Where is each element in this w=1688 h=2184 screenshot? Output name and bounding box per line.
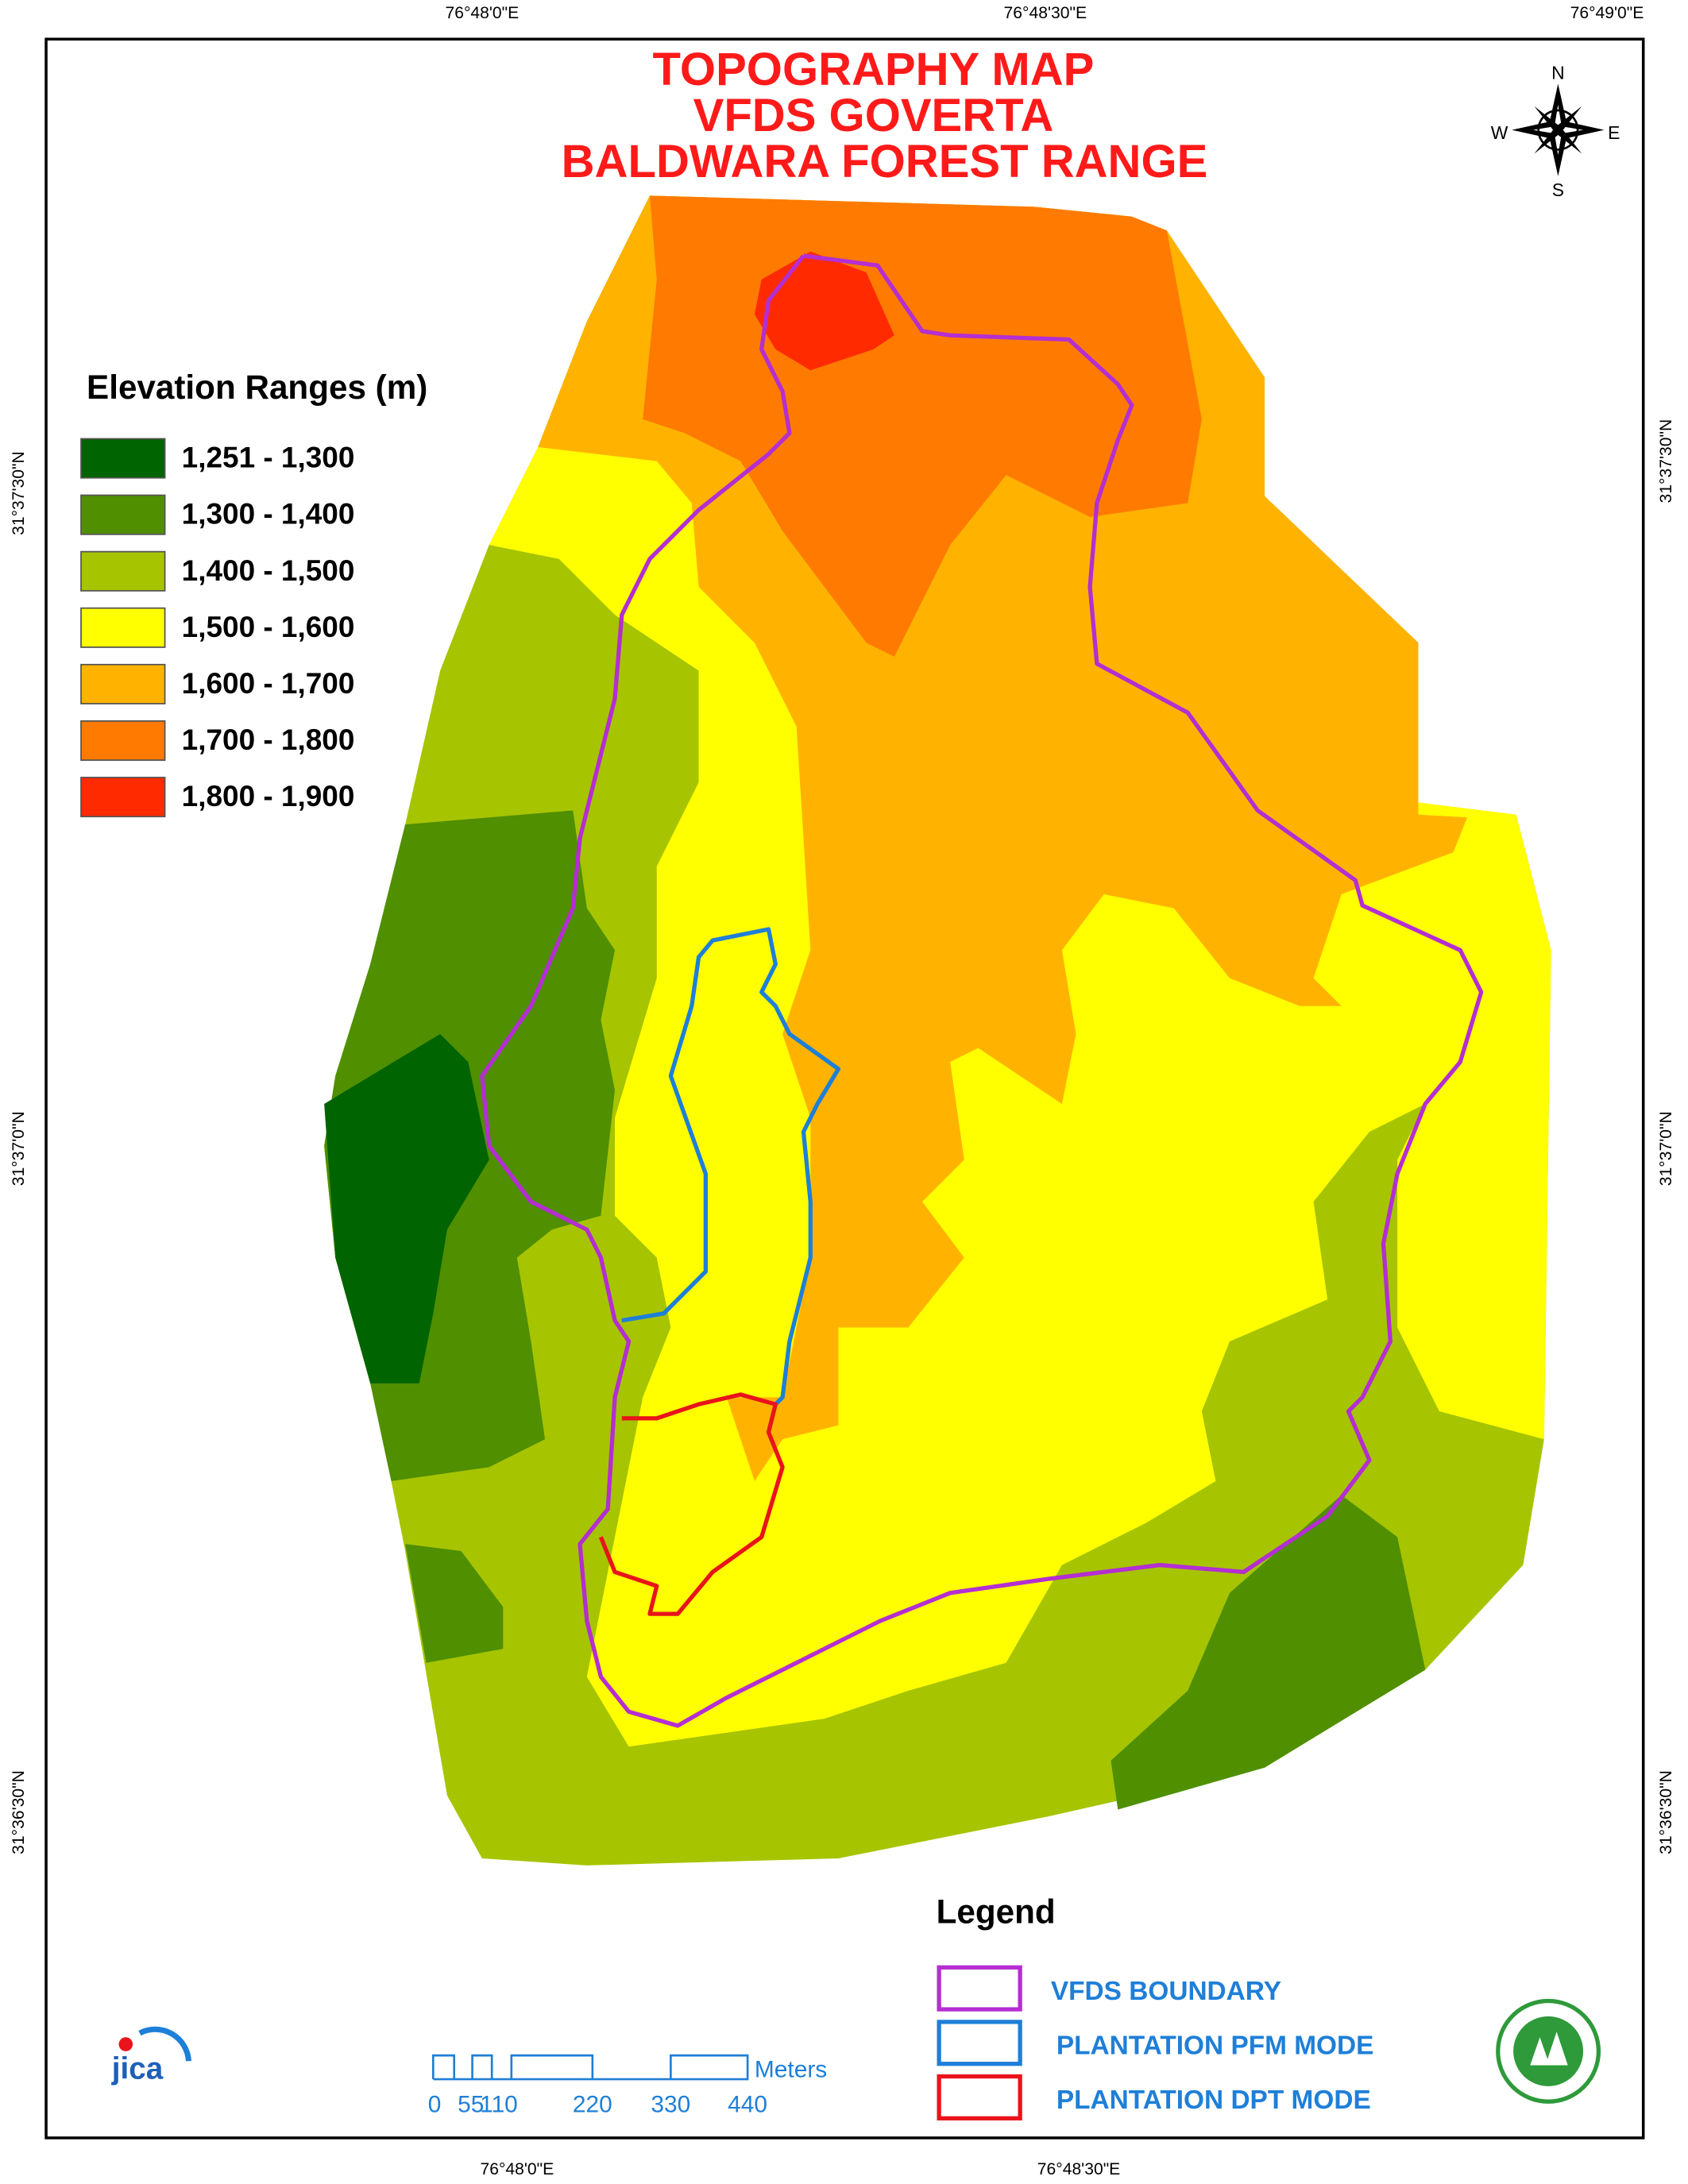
legend-label: 1,600 - 1,700 <box>182 667 355 700</box>
legend-label: 1,500 - 1,600 <box>182 611 355 643</box>
scale-label: 110 <box>480 2091 518 2117</box>
elevation-legend: 1,251 - 1,300 1,300 - 1,400 1,400 - 1,500 1… <box>80 438 355 818</box>
compass-label: W <box>1491 122 1508 143</box>
zone <box>405 1544 504 1663</box>
logo-text: jica <box>111 2052 164 2086</box>
scale-label: 220 <box>573 2091 612 2117</box>
legend-swatch <box>937 2074 1022 2120</box>
coord-label: 76°49'0"E <box>1570 4 1644 22</box>
pfm-boundary <box>621 927 841 1406</box>
coord-label: 76°48'30"E <box>1004 4 1087 22</box>
elevation-zones <box>324 195 1551 1866</box>
scale-label: 440 <box>728 2091 767 2117</box>
legend-swatch <box>937 2020 1022 2066</box>
title-line: BALDWARA FOREST RANGE <box>562 136 1208 187</box>
map-title: TOPOGRAPHY MAP VFDS GOVERTA BALDWARA FOR… <box>562 44 1208 187</box>
coord-label: 76°48'30"E <box>1037 2160 1120 2178</box>
line-legend: VFDS BOUNDARY PLANTATION PFM MODE PLANTATI… <box>937 1965 1374 2120</box>
legend-label: PLANTATION PFM MODE <box>1056 2031 1374 2060</box>
title-line: TOPOGRAPHY MAP <box>653 44 1095 95</box>
legend-swatch <box>937 1965 1022 2012</box>
zone <box>1111 1495 1426 1810</box>
zone <box>754 251 894 371</box>
elevation-legend-title: Elevation Ranges (m) <box>87 369 427 406</box>
legend-label: 1,800 - 1,900 <box>182 780 355 812</box>
dpt-boundary <box>598 1392 785 1616</box>
legend-swatch <box>80 494 166 535</box>
legend-swatch <box>80 607 166 648</box>
coord-label: 31°36'30"N <box>1657 1770 1675 1854</box>
legend-title: Legend <box>937 1893 1056 1931</box>
scale-unit: Meters <box>755 2056 827 2082</box>
legend-label: 1,700 - 1,800 <box>182 723 355 756</box>
title-line: VFDS GOVERTA <box>693 90 1054 141</box>
vfds-boundary <box>480 253 1484 1728</box>
legend-swatch <box>80 777 166 818</box>
compass-label: N <box>1551 62 1565 83</box>
coord-label: 31°37'0"N <box>1657 1111 1675 1186</box>
zone <box>324 1033 489 1383</box>
legend-label: 1,300 - 1,400 <box>182 498 355 531</box>
legend-swatch <box>80 720 166 762</box>
compass: N S E W <box>1491 62 1620 200</box>
legend-swatch <box>80 663 166 704</box>
coord-label: 31°37'30"N <box>1657 419 1675 504</box>
legend-swatch <box>80 438 166 479</box>
jica-logo: jica <box>111 2026 191 2086</box>
scale-label: 330 <box>651 2091 690 2117</box>
coord-label: 76°48'0"E <box>480 2160 554 2178</box>
zone <box>538 195 1468 1482</box>
legend-label: 1,400 - 1,500 <box>182 554 355 587</box>
legend-label: VFDS BOUNDARY <box>1051 1977 1281 2006</box>
forest-logo <box>1496 1998 1601 2104</box>
coord-label: 76°48'0"E <box>446 4 520 22</box>
scale-label: 55 <box>458 2091 484 2117</box>
compass-label: S <box>1552 179 1564 200</box>
compass-label: E <box>1608 122 1620 143</box>
coord-label: 31°37'30"N <box>10 451 28 535</box>
legend-swatch <box>80 550 166 592</box>
coord-label: 31°37'0"N <box>10 1111 28 1186</box>
scale-label: 0 <box>428 2091 442 2117</box>
legend-label: PLANTATION DPT MODE <box>1056 2086 1371 2115</box>
coord-label: 31°36'30"N <box>10 1770 28 1854</box>
legend-label: 1,251 - 1,300 <box>182 442 355 474</box>
